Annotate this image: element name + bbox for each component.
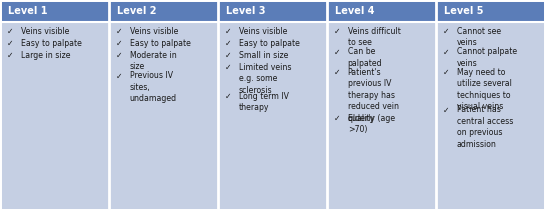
Text: ✓: ✓ [7,39,13,48]
Text: May need to
utilize several
techniques to
visual veins: May need to utilize several techniques t… [457,68,512,111]
Text: Level 4: Level 4 [335,6,374,16]
Text: ✓: ✓ [225,39,231,48]
Text: Level 3: Level 3 [226,6,265,16]
Text: Elderly (age
>70): Elderly (age >70) [348,114,395,134]
Text: Can be
palpated: Can be palpated [348,47,383,68]
Bar [109,0,218,22]
Text: ✓: ✓ [116,39,122,48]
Text: Veins visible: Veins visible [21,27,69,36]
Text: ✓: ✓ [225,27,231,36]
Text: ✓: ✓ [7,51,13,60]
Text: ✓: ✓ [225,63,231,72]
Text: ✓: ✓ [116,51,122,60]
Text: Cannot palpate
veins: Cannot palpate veins [457,47,517,68]
Text: ✓: ✓ [443,68,449,77]
Text: ✓: ✓ [334,68,340,77]
Text: ✓: ✓ [443,105,449,114]
Text: Veins difficult
to see: Veins difficult to see [348,27,401,47]
Bar [0,0,109,22]
Text: ✓: ✓ [334,27,340,36]
Text: Patient's
previous IV
therapy has
reduced vein
quality: Patient's previous IV therapy has reduce… [348,68,399,123]
Text: ✓: ✓ [7,27,13,36]
Text: ✓: ✓ [443,27,449,36]
Text: ✓: ✓ [225,92,231,101]
Text: Easy to palpate: Easy to palpate [21,39,82,48]
Text: Limited veins
e.g. some
sclerosis: Limited veins e.g. some sclerosis [239,63,291,95]
Text: ✓: ✓ [225,51,231,60]
Text: Level 2: Level 2 [117,6,156,16]
Text: Long term IV
therapy: Long term IV therapy [239,92,289,112]
Bar [436,0,545,22]
Text: ✓: ✓ [443,47,449,56]
Bar [218,0,327,22]
Text: Veins visible: Veins visible [239,27,287,36]
Text: ✓: ✓ [334,114,340,123]
Text: Level 1: Level 1 [8,6,47,16]
Text: Large in size: Large in size [21,51,70,60]
Text: ✓: ✓ [116,71,122,80]
Text: Cannot see
veins: Cannot see veins [457,27,501,47]
Text: Veins visible: Veins visible [130,27,178,36]
Text: ✓: ✓ [334,47,340,56]
Text: Level 5: Level 5 [444,6,483,16]
Text: Moderate in
size: Moderate in size [130,51,177,71]
Text: ✓: ✓ [116,27,122,36]
Text: Patient has
central access
on previous
admission: Patient has central access on previous a… [457,105,513,149]
Text: Small in size: Small in size [239,51,288,60]
Text: Easy to palpate: Easy to palpate [239,39,300,48]
Text: Easy to palpate: Easy to palpate [130,39,191,48]
Bar [327,0,436,22]
Text: Previous IV
sites,
undamaged: Previous IV sites, undamaged [130,71,177,103]
